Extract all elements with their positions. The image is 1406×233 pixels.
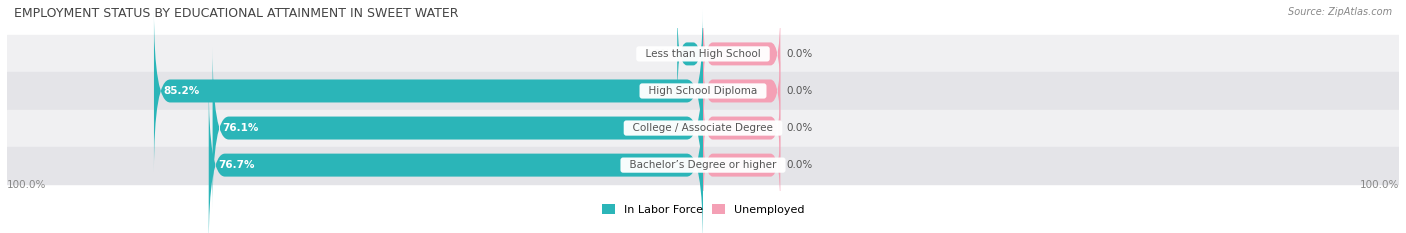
Bar bbox=[7, 147, 1399, 184]
FancyBboxPatch shape bbox=[703, 10, 780, 98]
Text: 0.0%: 0.0% bbox=[787, 86, 813, 96]
FancyBboxPatch shape bbox=[208, 84, 703, 233]
Bar bbox=[7, 35, 1399, 72]
Bar bbox=[7, 110, 1399, 147]
FancyBboxPatch shape bbox=[703, 121, 780, 209]
Text: 0.0%: 0.0% bbox=[787, 160, 813, 170]
FancyBboxPatch shape bbox=[212, 47, 703, 209]
FancyBboxPatch shape bbox=[703, 47, 780, 135]
Text: 100.0%: 100.0% bbox=[1360, 180, 1399, 190]
Text: 100.0%: 100.0% bbox=[7, 180, 46, 190]
Text: College / Associate Degree: College / Associate Degree bbox=[626, 123, 780, 133]
FancyBboxPatch shape bbox=[155, 10, 703, 172]
Text: 76.7%: 76.7% bbox=[218, 160, 254, 170]
Bar bbox=[7, 72, 1399, 110]
Text: Less than High School: Less than High School bbox=[638, 49, 768, 59]
Text: 0.0%: 0.0% bbox=[787, 49, 813, 59]
Text: 76.1%: 76.1% bbox=[222, 123, 259, 133]
Text: 0.0%: 0.0% bbox=[787, 123, 813, 133]
FancyBboxPatch shape bbox=[678, 10, 703, 98]
Text: Bachelor’s Degree or higher: Bachelor’s Degree or higher bbox=[623, 160, 783, 170]
Text: 85.2%: 85.2% bbox=[163, 86, 200, 96]
Legend: In Labor Force, Unemployed: In Labor Force, Unemployed bbox=[602, 204, 804, 215]
Text: 0.0%: 0.0% bbox=[644, 49, 671, 59]
FancyBboxPatch shape bbox=[703, 84, 780, 172]
Text: EMPLOYMENT STATUS BY EDUCATIONAL ATTAINMENT IN SWEET WATER: EMPLOYMENT STATUS BY EDUCATIONAL ATTAINM… bbox=[14, 7, 458, 20]
Text: High School Diploma: High School Diploma bbox=[643, 86, 763, 96]
Text: Source: ZipAtlas.com: Source: ZipAtlas.com bbox=[1288, 7, 1392, 17]
